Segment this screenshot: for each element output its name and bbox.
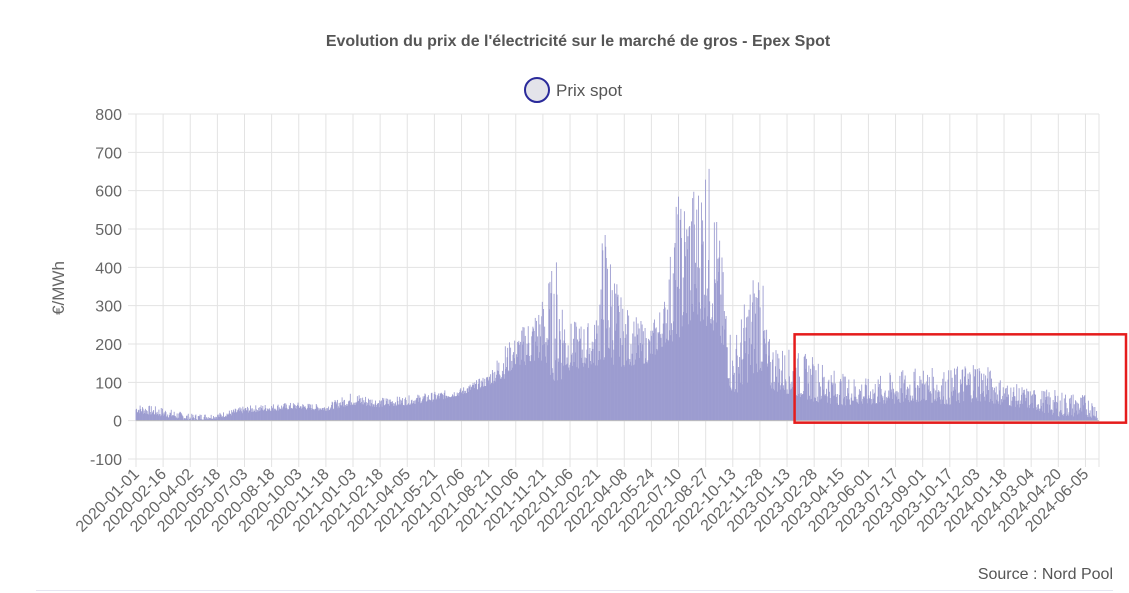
y-tick-label: 0 (113, 414, 122, 431)
y-axis-label: €/MWh (49, 261, 68, 315)
footer-divider (36, 590, 1113, 591)
y-tick-label: 400 (95, 260, 122, 277)
legend-label-prix-spot: Prix spot (556, 81, 622, 100)
highlight-box (793, 333, 1128, 424)
source-credit: Source : Nord Pool (977, 566, 1113, 583)
legend[interactable]: Prix spot (524, 77, 622, 103)
y-tick-label: 500 (95, 222, 122, 239)
price-bars (135, 168, 1098, 421)
y-tick-label: 200 (95, 337, 122, 354)
y-tick-label: -100 (90, 452, 122, 469)
x-axis-ticks: 2020-01-012020-02-162020-04-022020-05-18… (73, 466, 1092, 536)
y-tick-label: 700 (95, 145, 122, 162)
y-tick-label: 600 (95, 184, 122, 201)
y-axis-ticks: -100 0 100 200 300 400 500 600 700 800 (90, 107, 122, 469)
y-tick-label: 300 (95, 299, 122, 316)
legend-marker-icon (524, 77, 550, 103)
chart-title: Evolution du prix de l'électricité sur l… (326, 33, 831, 50)
y-tick-label: 800 (95, 107, 122, 124)
y-tick-label: 100 (95, 375, 122, 392)
